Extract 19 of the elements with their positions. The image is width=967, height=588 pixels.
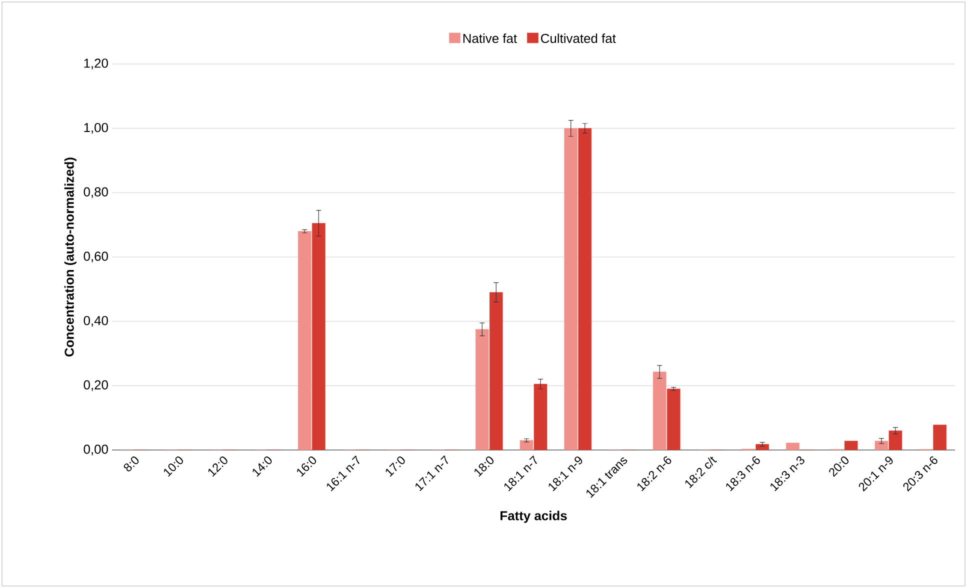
y-tick-label: 0,00 (84, 444, 108, 456)
y-tick-label: 0,20 (84, 380, 108, 392)
x-tick-label: 17:1 n-7 (416, 455, 448, 492)
y-tick-label: 0,40 (84, 316, 108, 327)
y-tick-label: 0,80 (84, 187, 108, 198)
x-tick-label: 12:0 (208, 456, 228, 477)
x-tick-label: 16:1 n-7 (326, 456, 360, 492)
x-tick-label: 18:1 n-9 (548, 456, 582, 492)
x-axis-title: Fatty acids (500, 510, 567, 523)
x-tick-label: 18:1 n-7 (504, 456, 537, 492)
x-tick-label: 8:0 (124, 456, 139, 472)
y-axis-title: Concentration (auto-normalized) (64, 158, 76, 356)
legend-label: Native fat (463, 33, 517, 43)
x-tick-label: 17:0 (386, 456, 405, 477)
y-tick-label: 0,60 (84, 252, 108, 262)
x-tick-label: 20:1 n-9 (858, 456, 893, 492)
legend-label: Cultivated fat (541, 33, 616, 43)
y-tick-label: 1,00 (84, 122, 108, 134)
y-tick-label: 1,20 (84, 58, 108, 70)
